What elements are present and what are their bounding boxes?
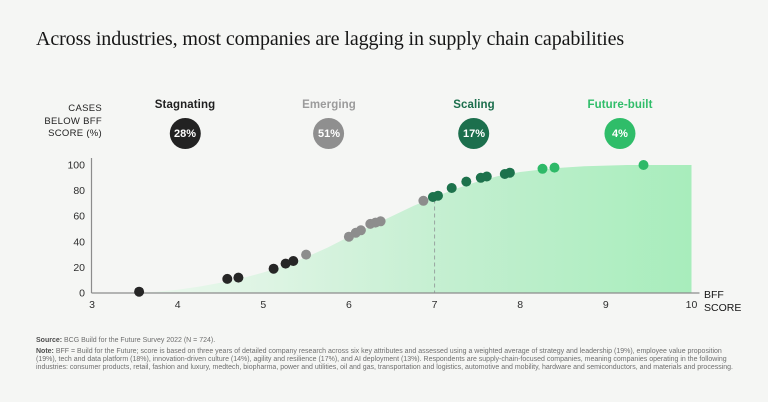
data-point-emerging	[301, 249, 312, 260]
x-tick-label: 9	[603, 299, 609, 311]
y-axis-title-line: CASES	[68, 103, 102, 114]
y-tick-label: 40	[73, 236, 85, 248]
data-point-stagnating	[134, 286, 145, 297]
legend-label-emerging: Emerging	[302, 99, 356, 111]
x-tick-label: 3	[89, 299, 95, 311]
legend-item-scaling: Scaling 17%	[453, 99, 495, 149]
source-label: Source:	[36, 337, 63, 344]
legend-label-scaling: Scaling	[453, 99, 495, 111]
data-point-emerging	[375, 216, 386, 227]
x-tick-label: 7	[432, 299, 438, 311]
legend-item-stagnating: Stagnating 28%	[155, 99, 215, 149]
legend-badge-future-built: 4%	[604, 118, 636, 149]
data-point-scaling	[481, 171, 492, 182]
legend-label-stagnating: Stagnating	[154, 99, 216, 111]
note-label: Note:	[36, 347, 54, 355]
data-point-scaling	[461, 176, 472, 187]
y-axis-title-line: SCORE (%)	[48, 128, 102, 139]
x-tick-label: 4	[175, 299, 181, 311]
y-tick-label: 80	[73, 185, 85, 197]
data-point-emerging	[355, 225, 366, 236]
legend-label-future-built: Future-built	[587, 99, 653, 111]
data-point-stagnating	[280, 258, 291, 269]
note-text: BFF = Build for the Future; score is bas…	[36, 347, 733, 371]
legend-item-emerging: Emerging 51%	[302, 99, 356, 149]
data-point-scaling	[446, 183, 457, 193]
y-tick-label: 60	[73, 211, 85, 223]
page-title: Across industries, most companies are la…	[36, 28, 625, 50]
data-point-future-built	[638, 160, 649, 170]
data-point-scaling	[433, 190, 443, 201]
legend-item-future-built: Future-built 4%	[587, 99, 652, 149]
methodology-note: Note: BFF = Build for the Future; score …	[36, 348, 736, 372]
legend-badge-scaling: 17%	[458, 118, 490, 149]
y-axis-title: CASES BELOW BFF SCORE (%)	[30, 103, 102, 141]
x-tick-label: 8	[517, 299, 523, 311]
data-point-future-built	[549, 162, 560, 173]
x-axis-title-line: BFF	[704, 289, 724, 301]
data-point-scaling	[504, 167, 515, 178]
legend-badge-stagnating: 28%	[169, 118, 201, 149]
data-point-stagnating	[288, 256, 299, 266]
data-point-stagnating	[222, 273, 233, 284]
data-point-stagnating	[268, 263, 279, 274]
x-tick-label: 10	[686, 299, 698, 311]
x-tick-label: 5	[260, 299, 266, 311]
y-tick-label: 0	[79, 288, 85, 300]
x-tick-label: 6	[346, 299, 352, 311]
source-text: BCG Build for the Future Survey 2022 (N …	[62, 337, 216, 344]
y-tick-label: 20	[73, 262, 85, 274]
x-axis-title: BFF SCORE	[704, 289, 741, 315]
data-point-emerging	[418, 195, 429, 206]
footnote: Source: BCG Build for the Future Survey …	[36, 337, 736, 375]
data-point-stagnating	[233, 272, 244, 283]
cumulative-area	[134, 165, 692, 293]
source-note: Source: BCG Build for the Future Survey …	[36, 337, 736, 345]
x-axis-title-line: SCORE	[704, 302, 742, 314]
data-point-future-built	[537, 163, 548, 174]
y-axis-title-line: BELOW BFF	[44, 115, 102, 127]
y-tick-label: 100	[67, 160, 85, 172]
legend-badge-emerging: 51%	[313, 118, 345, 149]
